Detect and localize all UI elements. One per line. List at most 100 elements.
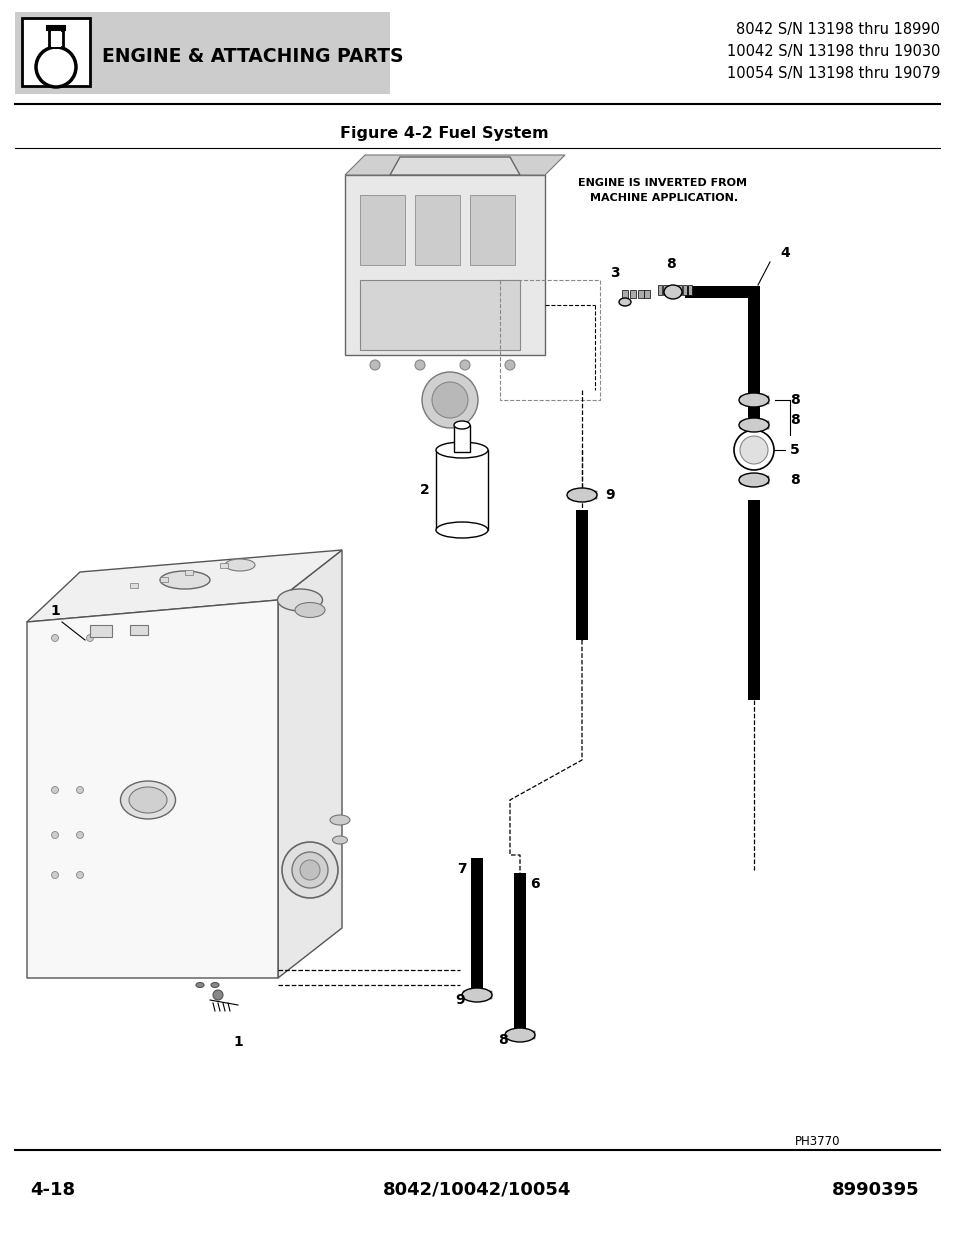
Polygon shape xyxy=(27,550,341,622)
Bar xyxy=(499,280,599,400)
Bar xyxy=(672,285,677,295)
Text: 4-18: 4-18 xyxy=(30,1181,75,1199)
Text: Figure 4-2 Fuel System: Figure 4-2 Fuel System xyxy=(339,126,548,141)
Text: 9: 9 xyxy=(455,993,464,1007)
Circle shape xyxy=(459,359,470,370)
Bar xyxy=(576,510,587,640)
Bar xyxy=(514,873,525,1028)
Text: 6: 6 xyxy=(530,877,539,890)
Bar xyxy=(22,19,90,86)
Bar xyxy=(684,287,760,298)
Bar xyxy=(359,195,405,266)
Text: 8: 8 xyxy=(789,412,799,427)
Text: 8: 8 xyxy=(789,473,799,487)
Bar xyxy=(744,421,748,429)
Circle shape xyxy=(421,372,477,429)
Bar xyxy=(505,1031,510,1039)
Ellipse shape xyxy=(566,488,597,501)
Text: MACHINE APPLICATION.: MACHINE APPLICATION. xyxy=(589,193,738,203)
Bar xyxy=(682,285,686,295)
Bar xyxy=(662,285,666,295)
Ellipse shape xyxy=(739,473,768,487)
Circle shape xyxy=(504,359,515,370)
Circle shape xyxy=(370,359,379,370)
Text: 1: 1 xyxy=(51,604,60,618)
Ellipse shape xyxy=(294,603,325,618)
Bar xyxy=(764,396,768,404)
Bar xyxy=(511,1031,515,1039)
Bar xyxy=(629,290,636,298)
Ellipse shape xyxy=(436,442,488,458)
Bar xyxy=(667,285,671,295)
Bar xyxy=(525,1031,530,1039)
Bar xyxy=(749,421,753,429)
Bar xyxy=(471,858,482,990)
Text: 4: 4 xyxy=(780,246,789,261)
Bar xyxy=(520,1031,524,1039)
Bar xyxy=(160,577,168,582)
Bar xyxy=(482,990,486,999)
Text: PH3770: PH3770 xyxy=(794,1135,840,1149)
Bar xyxy=(760,475,763,484)
Circle shape xyxy=(76,872,84,878)
Bar xyxy=(744,396,748,404)
Text: 8: 8 xyxy=(665,257,675,270)
Circle shape xyxy=(733,430,773,471)
Bar xyxy=(749,396,753,404)
Text: 1: 1 xyxy=(233,1035,243,1049)
Text: 8: 8 xyxy=(497,1032,507,1047)
Text: 3: 3 xyxy=(610,266,619,280)
Bar xyxy=(488,990,492,999)
Ellipse shape xyxy=(436,522,488,538)
Ellipse shape xyxy=(225,559,254,571)
Bar xyxy=(130,583,138,588)
Bar xyxy=(754,421,759,429)
Bar xyxy=(687,285,691,295)
Text: 2: 2 xyxy=(420,483,430,496)
Bar xyxy=(747,500,760,700)
Bar xyxy=(470,195,515,266)
Bar xyxy=(516,1031,519,1039)
Bar xyxy=(573,492,577,499)
Ellipse shape xyxy=(461,988,492,1002)
Circle shape xyxy=(741,287,753,298)
Bar xyxy=(220,563,228,568)
Bar xyxy=(740,475,743,484)
Bar xyxy=(747,291,760,452)
Circle shape xyxy=(51,787,58,794)
Bar xyxy=(462,990,467,999)
Bar xyxy=(130,625,148,635)
Circle shape xyxy=(51,872,58,878)
Bar xyxy=(51,30,61,47)
Text: 10054 S/N 13198 thru 19079: 10054 S/N 13198 thru 19079 xyxy=(726,65,939,82)
Polygon shape xyxy=(47,26,65,30)
Bar xyxy=(359,280,519,350)
Circle shape xyxy=(36,47,76,86)
Bar xyxy=(531,1031,535,1039)
Text: 7: 7 xyxy=(456,862,467,876)
Circle shape xyxy=(740,436,767,464)
Ellipse shape xyxy=(618,298,630,306)
Bar xyxy=(567,492,572,499)
Text: 5: 5 xyxy=(789,443,799,457)
Bar xyxy=(754,475,759,484)
Ellipse shape xyxy=(454,421,470,429)
Circle shape xyxy=(213,990,223,1000)
Ellipse shape xyxy=(211,983,219,988)
Polygon shape xyxy=(345,156,564,175)
Ellipse shape xyxy=(333,836,347,844)
Bar xyxy=(90,625,112,637)
Bar xyxy=(582,492,586,499)
Circle shape xyxy=(415,359,424,370)
Bar xyxy=(740,421,743,429)
Polygon shape xyxy=(27,600,277,978)
Circle shape xyxy=(39,51,72,84)
Circle shape xyxy=(76,787,84,794)
Text: 8042 S/N 13198 thru 18990: 8042 S/N 13198 thru 18990 xyxy=(735,22,939,37)
Circle shape xyxy=(51,635,58,641)
Text: 9: 9 xyxy=(604,488,614,501)
Polygon shape xyxy=(49,30,63,47)
Bar xyxy=(658,285,661,295)
Bar xyxy=(454,425,470,452)
Ellipse shape xyxy=(195,983,204,988)
